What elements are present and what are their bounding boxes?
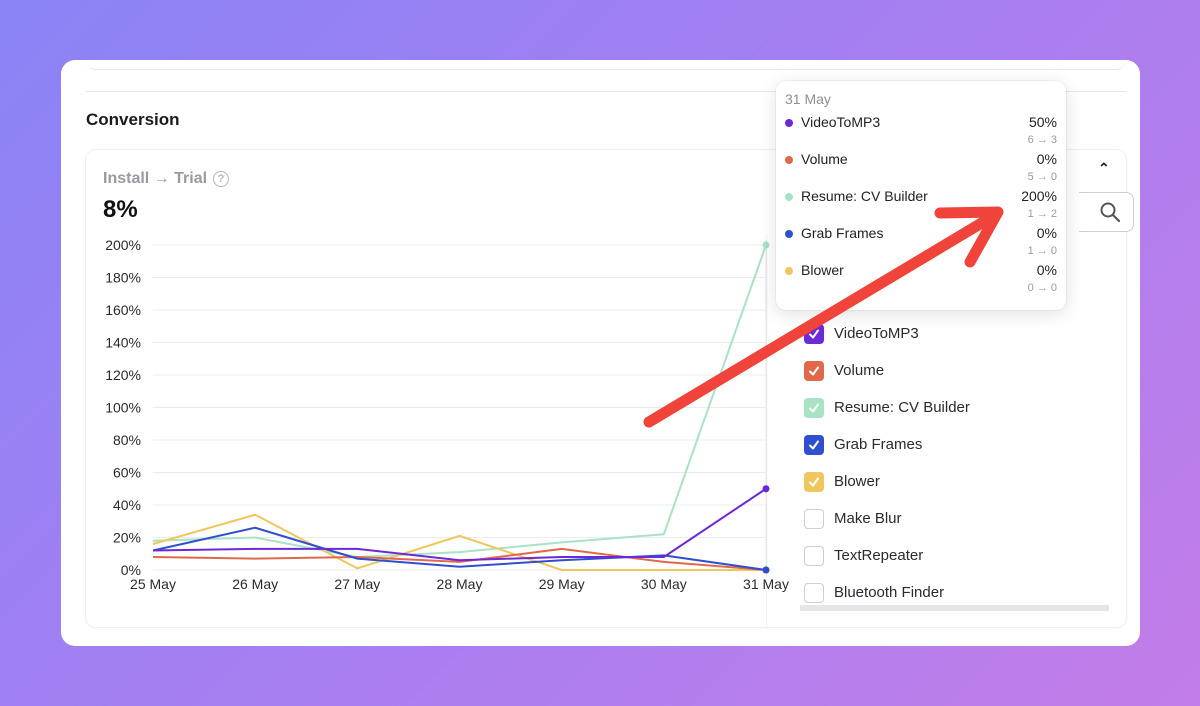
tooltip-rows: VideoToMP3 50% 6 → 3 Volume 0% 5 → 0 Resume: C… (785, 114, 1057, 299)
tooltip-row: Volume 0% 5 → 0 (785, 151, 1057, 188)
y-tick-label: 120% (105, 367, 141, 383)
series-filter-item[interactable]: Resume: CV Builder (804, 389, 970, 426)
tooltip-counts: 1 → 0 (1027, 245, 1057, 257)
series-line (152, 547, 767, 571)
tooltip-counts: 1 → 2 (1027, 208, 1057, 220)
tooltip-row: VideoToMP3 50% 6 → 3 (785, 114, 1057, 151)
x-tick-label: 28 May (437, 576, 483, 592)
section-divider (86, 91, 1126, 92)
series-checkbox[interactable] (804, 323, 824, 344)
tooltip-series-name: Blower (801, 262, 844, 278)
series-point (762, 566, 770, 574)
series-filter-item[interactable]: VideoToMP3 (804, 315, 970, 352)
x-tick-label: 27 May (334, 576, 380, 592)
tooltip-row: Resume: CV Builder 200% 1 → 2 (785, 188, 1057, 225)
series-dot (785, 193, 793, 201)
tooltip-series-name: Resume: CV Builder (801, 188, 928, 204)
metric-label: Install → Trial (103, 170, 208, 187)
tooltip-row: Grab Frames 0% 1 → 0 (785, 225, 1057, 262)
chart-tooltip: 31 May VideoToMP3 50% 6 → 3 Volume 0% 5 → 0 Re… (776, 81, 1066, 310)
previous-card-edge (86, 60, 1126, 70)
tooltip-counts: 5 → 0 (1027, 171, 1057, 183)
y-tick-label: 100% (105, 400, 141, 416)
y-tick-label: 140% (105, 335, 141, 351)
tooltip-counts: 0 → 0 (1027, 282, 1057, 294)
y-tick-label: 180% (105, 270, 141, 286)
series-filter-item[interactable]: Bluetooth Finder (804, 574, 970, 611)
tooltip-percent: 0% (1036, 262, 1057, 278)
checkmark-icon (809, 477, 819, 486)
tooltip-percent: 50% (1028, 114, 1057, 130)
tooltip-percent: 200% (1021, 188, 1057, 204)
y-tick-label: 80% (113, 432, 141, 448)
series-filter-item[interactable]: Grab Frames (804, 426, 970, 463)
tooltip-date: 31 May (785, 91, 831, 107)
series-checkbox-label: Blower (834, 473, 880, 490)
series-checkbox[interactable] (804, 434, 824, 455)
y-tick-label: 0% (121, 562, 141, 578)
series-checkbox[interactable] (804, 471, 824, 492)
help-icon[interactable]: ? (213, 171, 230, 187)
metric-value: 8% (103, 196, 138, 223)
series-checkbox-label: Bluetooth Finder (834, 584, 945, 601)
tooltip-row: Blower 0% 0 → 0 (785, 262, 1057, 299)
series-line (152, 244, 767, 558)
series-dot (785, 119, 793, 127)
y-tick-label: 20% (113, 530, 141, 546)
series-checkbox-label: VideoToMP3 (834, 325, 919, 342)
series-checkbox-label: Grab Frames (834, 436, 923, 453)
series-checkbox[interactable] (804, 508, 824, 529)
series-line (152, 513, 766, 571)
search-icon[interactable] (1099, 201, 1121, 223)
series-filter-item[interactable]: Make Blur (804, 500, 970, 537)
legend-search-input[interactable] (1079, 192, 1134, 232)
series-filter-list: VideoToMP3 Volume Resume: CV Builder Grab F… (804, 315, 970, 611)
series-dot (785, 230, 793, 238)
series-point (762, 485, 770, 493)
series-filter-item[interactable]: TextRepeater (804, 537, 970, 574)
series-dot (785, 156, 793, 164)
tooltip-series-name: Grab Frames (801, 225, 884, 241)
x-tick-label: 31 May (743, 576, 789, 592)
metric-label-row: Install → Trial ? (103, 170, 230, 188)
series-line (152, 526, 767, 571)
x-tick-label: 30 May (641, 576, 687, 592)
checkmark-icon (809, 403, 819, 412)
checkmark-icon (809, 329, 819, 338)
series-checkbox[interactable] (804, 360, 824, 381)
series-checkbox[interactable] (804, 582, 824, 603)
series-checkbox[interactable] (804, 397, 824, 418)
series-filter-item[interactable]: Blower (804, 463, 970, 500)
tooltip-series-name: VideoToMP3 (801, 114, 881, 130)
series-checkbox-label: Volume (834, 362, 885, 379)
y-tick-label: 40% (113, 497, 141, 513)
x-tick-label: 26 May (232, 576, 278, 592)
series-checkbox[interactable] (804, 545, 824, 566)
x-tick-label: 29 May (539, 576, 585, 592)
series-line (152, 487, 767, 562)
section-title: Conversion (86, 110, 180, 129)
legend-scrollbar[interactable] (800, 605, 1109, 611)
tooltip-counts: 6 → 3 (1027, 134, 1057, 146)
series-checkbox-label: TextRepeater (834, 547, 924, 564)
checkmark-icon (809, 440, 819, 449)
series-filter-item[interactable]: Volume (804, 352, 970, 389)
legend-panel-edge (766, 235, 768, 627)
tooltip-percent: 0% (1036, 151, 1057, 167)
tooltip-percent: 0% (1036, 225, 1057, 241)
y-tick-label: 200% (105, 237, 141, 253)
y-tick-label: 60% (113, 465, 141, 481)
tooltip-series-name: Volume (801, 151, 848, 167)
x-tick-label: 25 May (130, 576, 176, 592)
series-dot (785, 267, 793, 275)
series-checkbox-label: Make Blur (834, 510, 902, 527)
y-tick-label: 160% (105, 302, 141, 318)
collapse-icon[interactable]: ⌃ (1098, 160, 1110, 176)
series-checkbox-label: Resume: CV Builder (834, 399, 970, 416)
checkmark-icon (809, 366, 819, 375)
